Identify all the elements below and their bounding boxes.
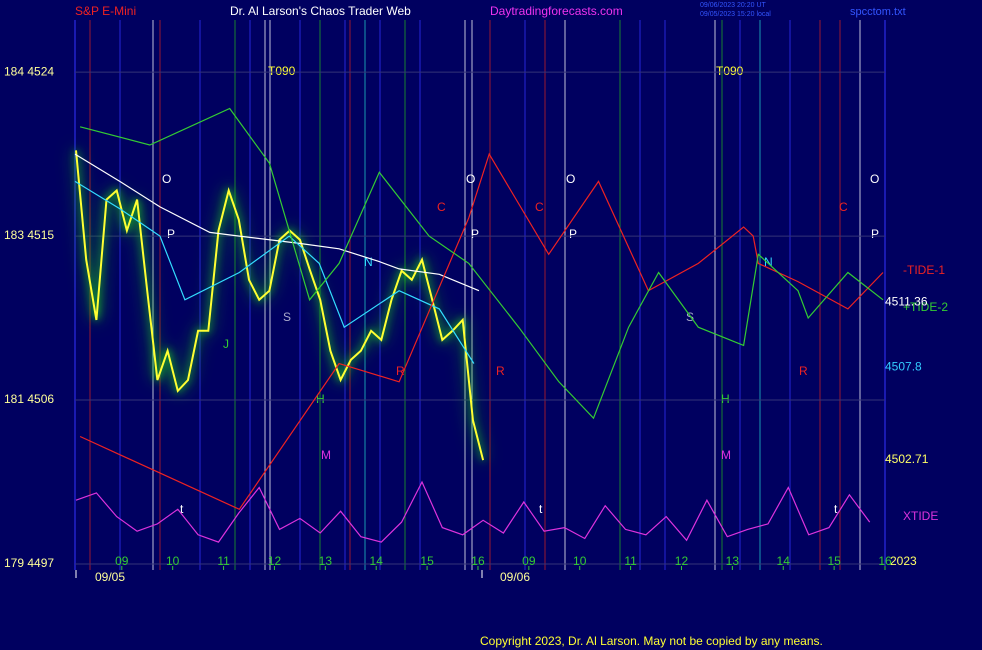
y-tick-label: 179 4497: [4, 556, 54, 570]
annotation: P: [167, 227, 175, 241]
chart-title: Dr. Al Larson's Chaos Trader Web: [230, 4, 411, 18]
annotation: C: [437, 200, 446, 214]
series-line: [79, 107, 884, 420]
x-tick-label: 10: [166, 554, 180, 568]
legend-label: XTIDE: [903, 509, 938, 523]
x-tick-label: 09: [115, 554, 129, 568]
website: Daytradingforecasts.com: [490, 4, 623, 18]
x-tick-label: 16: [471, 554, 485, 568]
annotation: O: [466, 172, 475, 186]
legend-label: +TIDE-2: [903, 300, 948, 314]
x-tick-label: 13: [319, 554, 333, 568]
x-tick-label: 12: [675, 554, 689, 568]
x-tick-label: 16: [878, 554, 892, 568]
annotation: R: [799, 364, 808, 378]
x-tick-label: 13: [726, 554, 740, 568]
annotation: T090: [716, 64, 744, 78]
y-tick-label: 183 4515: [4, 228, 54, 242]
series-line: [74, 180, 475, 364]
annotation: P: [569, 227, 577, 241]
date-label: 09/06: [500, 570, 530, 584]
x-tick-label: 11: [624, 554, 637, 568]
y-tick-label: 184 4524: [4, 64, 54, 78]
file-name: spcctom.txt: [850, 6, 906, 18]
price-label: 4507.8: [885, 359, 922, 373]
annotation: H: [316, 392, 325, 406]
annotation: O: [566, 172, 575, 186]
annotation: N: [364, 255, 373, 269]
annotation: t: [180, 502, 184, 516]
annotation: O: [162, 172, 171, 186]
year-label: 2023: [890, 554, 917, 568]
series-line: [75, 480, 871, 543]
legend-label: -TIDE-1: [903, 263, 945, 277]
series-line: [74, 153, 480, 292]
cycle-lines: [89, 20, 861, 570]
annotation: N: [764, 255, 773, 269]
x-tick-label: 11: [217, 554, 230, 568]
x-tick-label: 09: [522, 554, 536, 568]
annotation: M: [721, 448, 731, 462]
x-tick-label: 15: [420, 554, 434, 568]
annotation: S: [283, 310, 291, 324]
annotation: C: [535, 200, 544, 214]
x-tick-label: 15: [827, 554, 841, 568]
x-tick-label: 10: [573, 554, 587, 568]
price-label: 4502.71: [885, 452, 929, 466]
annotation: R: [496, 364, 505, 378]
annotation: T090: [268, 64, 296, 78]
annotation: P: [871, 227, 879, 241]
series-line: [75, 150, 485, 461]
annotation: C: [839, 200, 848, 214]
annotations: T090 T090 O O O O P P P P C C C N N S S …: [162, 64, 879, 516]
annotation: t: [539, 502, 543, 516]
x-tick-label: 12: [268, 554, 282, 568]
timestamp: 09/05/2023 15:20 local: [700, 11, 771, 18]
x-tick-label: 14: [777, 554, 791, 568]
annotation: R: [396, 364, 405, 378]
annotation: O: [870, 172, 879, 186]
annotation: M: [321, 448, 331, 462]
annotation: S: [686, 310, 694, 324]
annotation: H: [721, 392, 730, 406]
annotation: P: [471, 227, 479, 241]
annotation: J: [223, 337, 229, 351]
y-tick-label: 181 4506: [4, 392, 54, 406]
date-label: 09/05: [95, 570, 125, 584]
copyright: Copyright 2023, Dr. Al Larson. May not b…: [480, 634, 823, 648]
timestamp: 09/06/2023 20:20 UT: [700, 2, 766, 9]
x-tick-label: 14: [370, 554, 384, 568]
instrument: S&P E-Mini: [75, 4, 136, 18]
annotation: t: [834, 502, 838, 516]
price-label: 4511.36: [885, 295, 928, 309]
